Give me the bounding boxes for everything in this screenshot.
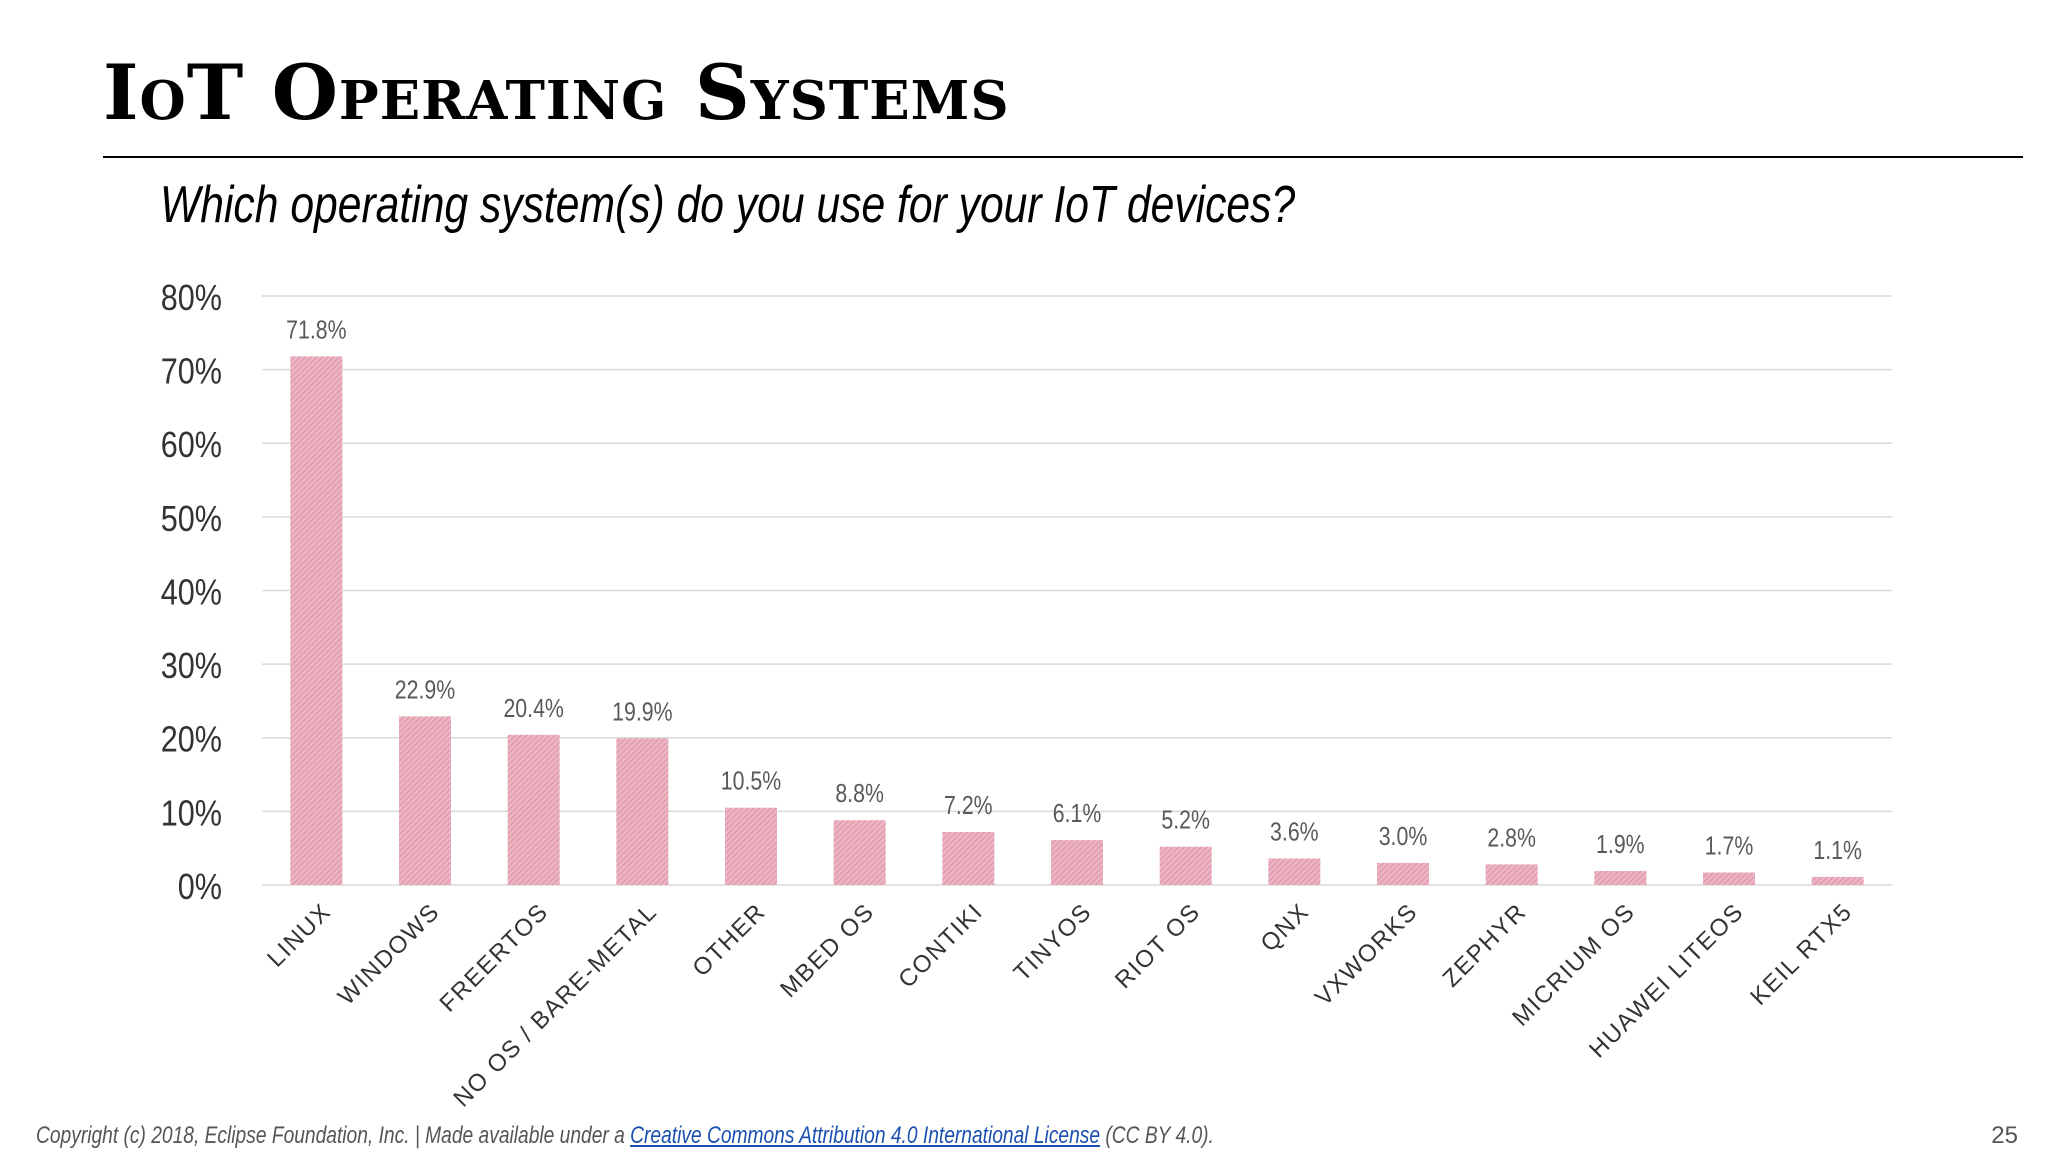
bar [725,807,777,885]
data-label: 71.8% [286,315,346,345]
bar [399,716,451,885]
chart-subtitle: Which operating system(s) do you use for… [160,176,1296,234]
x-category-label: ZEPHYR [1438,898,1532,992]
data-labels: 71.8% 22.9% 20.4% 19.9% 10.5% 8.8% 7.2% 6.1% 5.2… [286,315,1862,865]
y-tick-label: 70% [161,352,222,392]
bar [1159,846,1212,885]
y-axis-tick-labels: 0% 10% 20% 30% 40% 50% 60% 70% 80% [161,279,222,908]
license-link[interactable]: Creative Commons Attribution 4.0 Interna… [630,1122,1101,1149]
y-tick-label: 80% [161,279,222,319]
title-divider [103,156,2023,158]
x-category-label: TINYOS [1009,898,1098,987]
data-label: 7.2% [944,791,993,821]
bar [616,738,669,885]
copyright-footer: Copyright (c) 2018, Eclipse Foundation, … [36,1122,1214,1150]
y-tick-label: 40% [161,573,222,613]
data-label: 5.2% [1161,806,1210,836]
x-category-label: RIOT OS [1110,898,1206,994]
y-tick-label: 20% [161,721,222,761]
data-label: 8.8% [835,779,884,809]
x-category-label: CONTIKI [893,898,988,993]
bar [1051,840,1103,885]
y-tick-label: 60% [161,426,222,466]
bar [507,734,560,885]
bar [1268,858,1321,885]
data-label: 19.9% [612,698,672,728]
y-tick-label: 50% [161,500,222,540]
bars [290,356,1864,885]
data-label: 3.6% [1270,818,1319,848]
data-label: 20.4% [503,694,563,724]
bar [1485,864,1538,885]
x-category-label: NO OS / BARE-METAL [448,898,662,1110]
data-label: 1.1% [1813,836,1862,866]
bar-chart: 0% 10% 20% 30% 40% 50% 60% 70% 80% 71.8% 22.9% 20.… [161,279,1892,1110]
x-category-label: OTHER [687,898,771,982]
bar [1703,872,1755,885]
y-tick-label: 30% [161,647,222,687]
footer-suffix: (CC BY 4.0). [1100,1122,1214,1149]
footer-prefix: Copyright (c) 2018, Eclipse Foundation, … [36,1122,631,1149]
data-label: 10.5% [721,767,781,797]
x-category-label: QNX [1256,898,1315,957]
x-category-label: KEIL RTX5 [1745,898,1858,1011]
y-tick-label: 0% [178,868,222,908]
data-label: 3.0% [1379,822,1428,852]
bar [290,356,343,885]
data-label: 2.8% [1487,823,1536,853]
data-label: 1.9% [1596,830,1645,860]
page-number: 25 [1991,1122,2018,1149]
bar [833,820,886,885]
x-category-label: FREERTOS [435,898,554,1017]
bar [1811,876,1864,885]
gridlines [262,295,1892,886]
data-label: 22.9% [395,675,455,705]
y-tick-label: 10% [161,794,222,834]
x-category-label: WINDOWS [333,898,445,1010]
bar [942,831,995,885]
page-title: IoT Operating Systems [103,48,1010,137]
x-category-label: VXWORKS [1310,898,1423,1011]
data-label: 1.7% [1705,832,1754,862]
data-label: 6.1% [1053,799,1102,829]
bar [1594,871,1647,885]
bar [1377,862,1429,885]
x-category-label: MBED OS [775,898,880,1003]
x-category-label: LINUX [262,898,336,972]
